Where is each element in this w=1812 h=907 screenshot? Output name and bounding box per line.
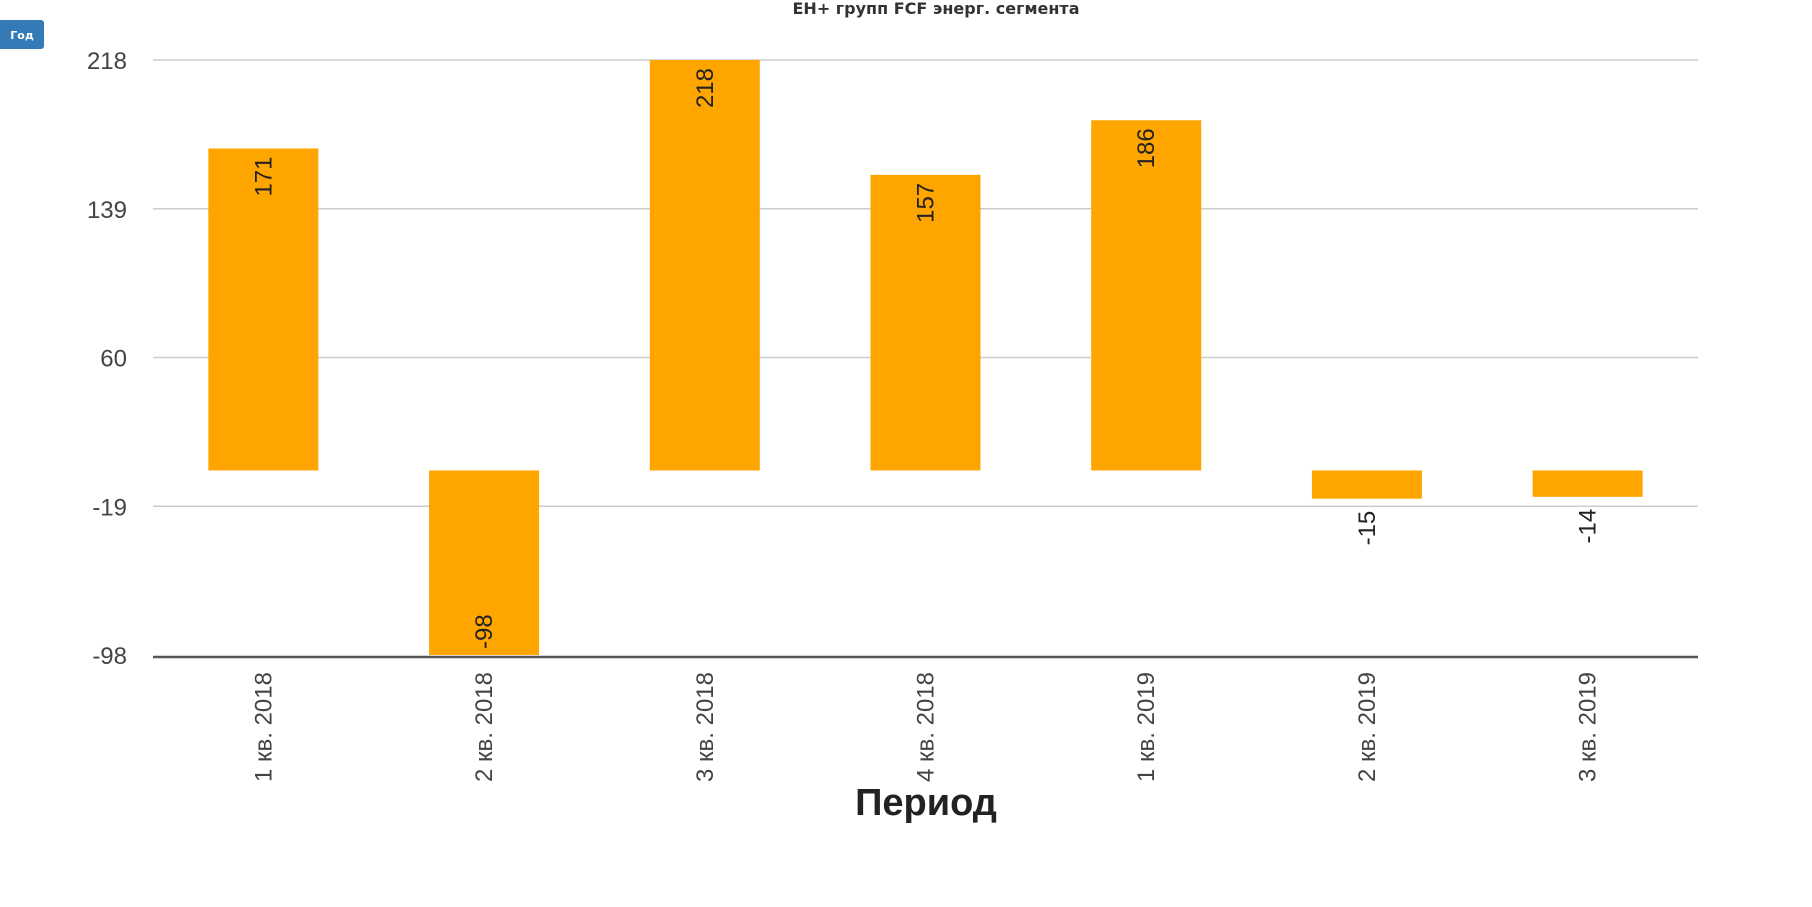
x-category-label: 2 кв. 2019 bbox=[1354, 672, 1381, 782]
data-label: 157 bbox=[913, 183, 940, 223]
bars bbox=[208, 60, 1643, 655]
y-tick-label: 60 bbox=[100, 346, 127, 373]
data-label: 186 bbox=[1133, 128, 1160, 168]
data-label: 218 bbox=[692, 68, 719, 108]
x-category-label: 1 кв. 2019 bbox=[1133, 672, 1160, 782]
year-toggle-button[interactable]: Год bbox=[0, 20, 44, 49]
bar[interactable] bbox=[1091, 120, 1202, 471]
x-axis-title: Период bbox=[855, 782, 997, 824]
x-category-label: 2 кв. 2018 bbox=[471, 672, 498, 782]
bar[interactable] bbox=[649, 60, 760, 471]
data-labels: 171 -98 218 157 186 -15 -14 bbox=[250, 68, 1601, 649]
data-label: 171 bbox=[250, 156, 277, 196]
bar[interactable] bbox=[1311, 470, 1422, 499]
data-label: -15 bbox=[1354, 511, 1381, 546]
bar[interactable] bbox=[1532, 470, 1643, 497]
x-axis-categories: 1 кв. 2018 2 кв. 2018 3 кв. 2018 4 кв. 2018… bbox=[250, 672, 1601, 782]
y-axis-ticks: 218 139 60 -19 -98 bbox=[87, 48, 127, 670]
y-tick-label: 218 bbox=[87, 48, 127, 75]
data-label: -98 bbox=[471, 614, 498, 649]
y-tick-label: -98 bbox=[92, 643, 127, 670]
chart-title: ЕН+ групп FCF энерг. сегмента bbox=[793, 0, 1080, 18]
y-tick-label: -19 bbox=[92, 494, 127, 521]
bar[interactable] bbox=[208, 148, 319, 471]
bar[interactable] bbox=[870, 174, 981, 471]
data-label: -14 bbox=[1575, 509, 1602, 544]
x-category-label: 4 кв. 2018 bbox=[913, 672, 940, 782]
x-category-label: 1 кв. 2018 bbox=[250, 672, 277, 782]
x-category-label: 3 кв. 2018 bbox=[692, 672, 719, 782]
bar[interactable] bbox=[429, 470, 540, 655]
y-tick-label: 139 bbox=[87, 197, 127, 224]
x-category-label: 3 кв. 2019 bbox=[1575, 672, 1602, 782]
